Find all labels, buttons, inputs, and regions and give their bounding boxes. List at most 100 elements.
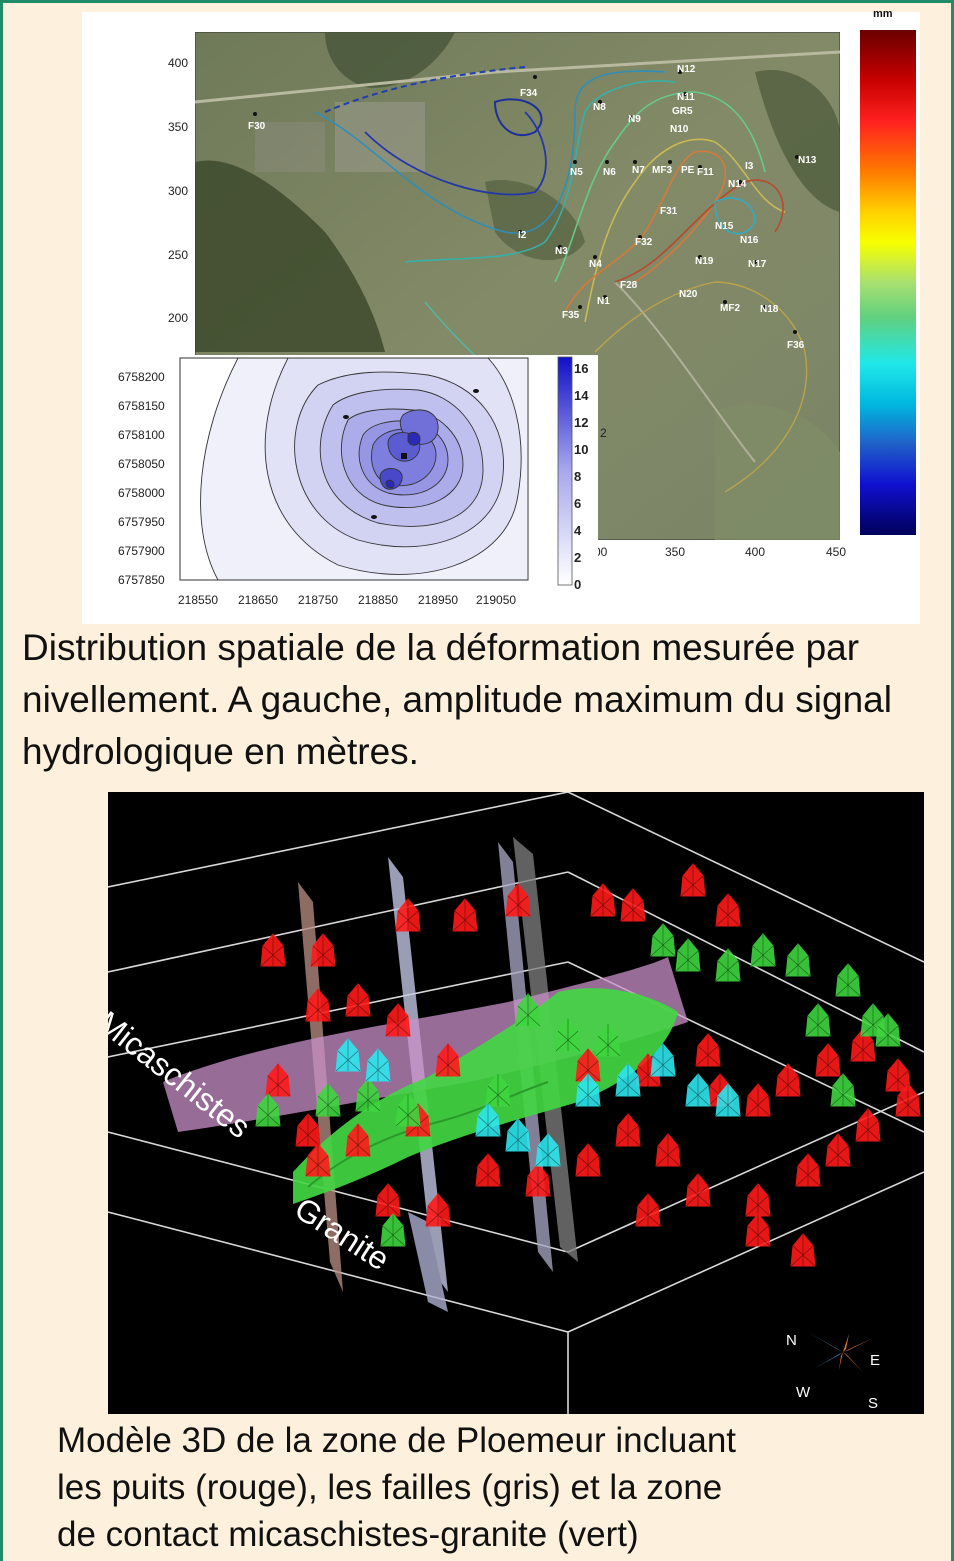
- well-glyph-wire: [835, 964, 861, 997]
- well-glyph-wire: [485, 1074, 511, 1107]
- well-label: N5: [570, 167, 583, 178]
- well-label: N11: [677, 92, 695, 103]
- map-y-tick: 300: [167, 184, 188, 198]
- well-label: F28: [620, 280, 638, 291]
- well-label: F35: [562, 310, 580, 321]
- inset-x-tick: 218950: [418, 593, 459, 607]
- inset-cbar-tick: 14: [574, 388, 589, 403]
- well-glyph-wire: [595, 1024, 621, 1057]
- well-label: I2: [518, 230, 527, 241]
- well-label: F36: [787, 340, 805, 351]
- well-glyph-wire: [260, 934, 286, 967]
- map-x-tick: 350: [665, 545, 686, 559]
- well-glyph-wire: [775, 1064, 801, 1097]
- well-glyph-wire: [615, 1064, 641, 1097]
- well-glyph-wire: [815, 1044, 841, 1077]
- inset-y-tick: 6758150: [118, 399, 165, 413]
- well-label: N8: [593, 102, 606, 113]
- well-glyph-wire: [715, 894, 741, 927]
- well-glyph-wire: [615, 1114, 641, 1147]
- inset-x-tick: 218650: [238, 593, 279, 607]
- well-glyph-wire: [365, 1049, 391, 1082]
- well-glyph-wire: [825, 1134, 851, 1167]
- caption-deformation: Distribution spatiale de la déformation …: [22, 627, 892, 772]
- well-glyph-wire: [525, 1164, 551, 1197]
- well-glyph-wire: [785, 944, 811, 977]
- well-glyph-wire: [685, 1074, 711, 1107]
- well-label: PE: [681, 165, 695, 176]
- well-glyph-wire: [575, 1074, 601, 1107]
- inset-x-tick: 219050: [476, 593, 517, 607]
- inset-cbar-tick: 4: [574, 523, 582, 538]
- well-label: N16: [740, 235, 759, 246]
- map-partial-label: 2: [600, 426, 607, 440]
- map-y-tick: 200: [167, 311, 188, 325]
- well-glyph-wire: [635, 1194, 661, 1227]
- well-glyph-wire: [305, 1144, 331, 1177]
- well-glyph-wire: [555, 1019, 581, 1052]
- inset-x-tick: 218550: [178, 593, 219, 607]
- well-glyph-wire: [750, 934, 776, 967]
- compass-rose: [808, 1332, 873, 1372]
- colorbar-unit: mm: [873, 8, 893, 20]
- well-glyph-wire: [680, 864, 706, 897]
- well-label: N20: [679, 289, 698, 300]
- well-label: N17: [748, 259, 767, 270]
- well-label: N15: [715, 221, 734, 232]
- inset-x-tick: 218750: [298, 593, 339, 607]
- inset-cbar-tick: 6: [574, 496, 582, 511]
- inset-y-tick: 6758100: [118, 428, 165, 442]
- well-glyph-wire: [395, 899, 421, 932]
- well-glyph-wire: [475, 1104, 501, 1137]
- well-glyph-wire: [745, 1084, 771, 1117]
- well-label: I3: [745, 161, 754, 172]
- well-glyph-wire: [380, 1214, 406, 1247]
- well-glyph-wire: [590, 884, 616, 917]
- well-glyph-wire: [805, 1004, 831, 1037]
- well-glyph-wire: [305, 989, 331, 1022]
- well-glyph-wire: [295, 1114, 321, 1147]
- inset-y-tick: 6758000: [118, 486, 165, 500]
- well-glyph-wire: [505, 884, 531, 917]
- well-label: N4: [589, 259, 602, 270]
- inset-y-tick: 6758200: [118, 370, 165, 384]
- well-glyph-wire: [515, 994, 541, 1027]
- well-label: N19: [695, 256, 714, 267]
- well-glyph-wire: [875, 1014, 901, 1047]
- well-glyph-wire: [505, 1119, 531, 1152]
- map-x-tick: 450: [826, 545, 847, 559]
- inset-cbar-tick: 10: [574, 442, 589, 457]
- well-label: N3: [555, 246, 568, 257]
- well-glyph-wire: [715, 949, 741, 982]
- well-glyph-wire: [745, 1214, 771, 1247]
- well-label: N18: [760, 304, 779, 315]
- caption-line: Modèle 3D de la zone de Ploemeur incluan…: [57, 1421, 737, 1460]
- well-glyph-wire: [685, 1174, 711, 1207]
- map-y-tick: 350: [167, 120, 188, 134]
- well-label: F32: [635, 237, 653, 248]
- well-glyph-wire: [345, 984, 371, 1017]
- well-glyph-wire: [830, 1074, 856, 1107]
- caption-line: les puits (rouge), les failles (gris) et…: [57, 1468, 723, 1507]
- well-label: MF2: [720, 303, 740, 314]
- well-label: N6: [603, 167, 616, 178]
- inset-contour-plot: 6758200 6758150 6758100 6758050 6758000 …: [118, 355, 598, 610]
- caption-3d-model: Modèle 3D de la zone de Ploemeur incluan…: [57, 1417, 927, 1558]
- inset-plot-area: [179, 356, 573, 586]
- inset-y-tick: 6757900: [118, 544, 165, 558]
- well-glyph-wire: [435, 1044, 461, 1077]
- well-glyph-wire: [655, 1134, 681, 1167]
- 3d-scene: [108, 792, 924, 1414]
- well-glyph-wire: [675, 939, 701, 972]
- inset-cbar-tick: 8: [574, 469, 582, 484]
- well-label: N10: [670, 124, 689, 135]
- compass-w: W: [796, 1384, 811, 1401]
- well-label: N12: [677, 64, 696, 75]
- well-label: F30: [248, 121, 266, 132]
- well-glyph-wire: [620, 889, 646, 922]
- well-glyph-wire: [385, 1004, 411, 1037]
- well-glyph-wire: [895, 1084, 921, 1117]
- well-label: MF3: [652, 165, 672, 176]
- inset-x-tick: 218850: [358, 593, 399, 607]
- inset-cbar-tick: 12: [574, 415, 589, 430]
